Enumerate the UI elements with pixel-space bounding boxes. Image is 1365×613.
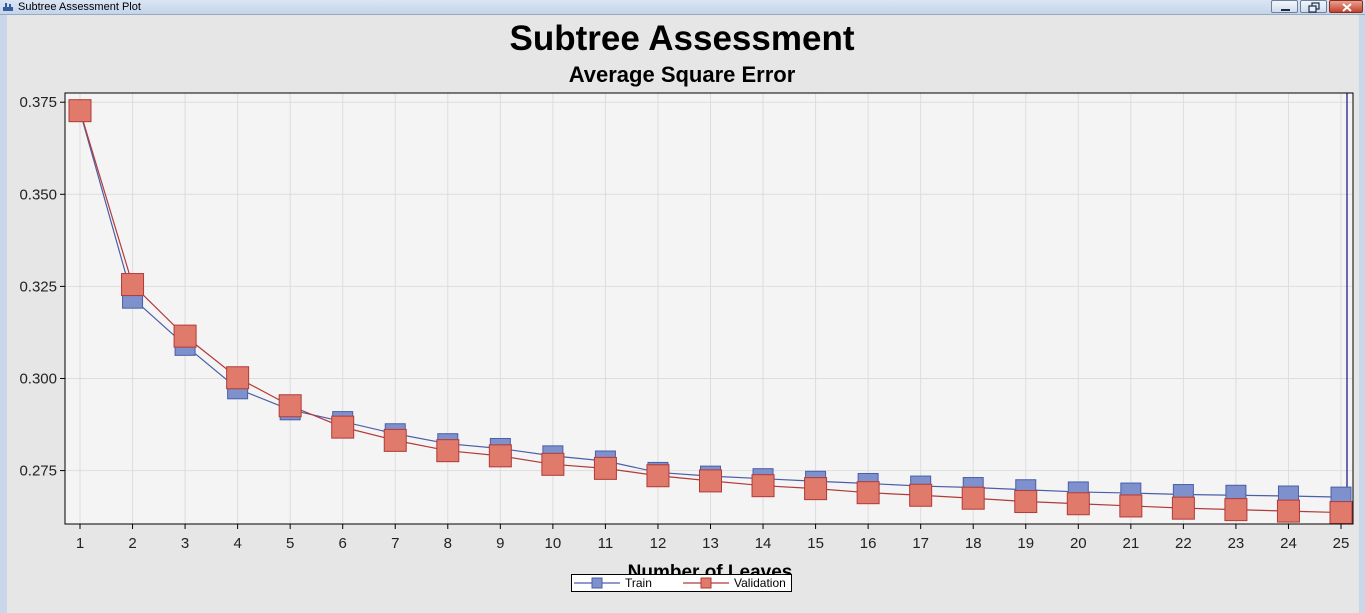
x-tick-label: 13 [702,535,719,552]
plot-area [64,92,1354,525]
validation-point[interactable] [1224,498,1248,522]
validation-point[interactable] [1066,492,1090,516]
validation-point[interactable] [646,464,670,488]
validation-point[interactable] [383,428,407,452]
x-tick-label: 24 [1280,535,1297,552]
validation-point[interactable] [226,366,250,390]
x-tick-label: 2 [128,535,136,552]
x-tick-label: 8 [444,535,452,552]
y-tick-label: 0.275 [19,463,57,480]
chart-legend: Train Validation [571,574,792,592]
x-tick-label: 25 [1333,535,1350,552]
chart-subtitle: Average Square Error [569,62,796,87]
legend-item-train: Train [574,575,679,591]
chart-title: Subtree Assessment [510,19,855,58]
x-tick-label: 19 [1017,535,1034,552]
close-icon [1342,3,1352,12]
restore-button[interactable] [1300,0,1327,13]
validation-point[interactable] [121,273,145,297]
legend-swatch-train [574,577,620,589]
x-tick-label: 10 [545,535,562,552]
x-tick-label: 12 [650,535,667,552]
validation-point[interactable] [436,439,460,463]
y-tick-label: 0.350 [19,186,57,203]
validation-point[interactable] [961,486,985,510]
validation-point[interactable] [68,99,92,123]
validation-point[interactable] [1171,496,1195,520]
minimize-icon [1281,9,1290,11]
y-tick-label: 0.300 [19,370,57,387]
validation-point[interactable] [488,444,512,468]
y-axis: 0.275 0.300 0.325 0.350 0.375 [19,94,65,480]
validation-point[interactable] [278,394,302,418]
series-layer [68,99,1353,525]
x-tick-label: 22 [1175,535,1192,552]
x-tick-label: 14 [755,535,772,552]
minimize-button[interactable] [1271,0,1298,13]
validation-point[interactable] [173,324,197,348]
validation-point[interactable] [1119,494,1143,518]
window-titlebar: Subtree Assessment Plot [0,0,1365,15]
legend-label-validation: Validation [734,576,786,590]
x-tick-label: 4 [233,535,241,552]
x-tick-label: 9 [496,535,504,552]
legend-swatch-validation [683,577,729,589]
validation-point[interactable] [593,456,617,480]
x-axis: 1 2 3 4 5 6 7 8 9 10 11 12 13 14 15 16 17 18 19 20 21 22 23 24 2… [76,524,1350,552]
plot-border [64,92,1354,525]
y-tick-label: 0.375 [19,94,57,111]
validation-point[interactable] [751,474,775,498]
validation-point[interactable] [331,415,355,439]
y-tick-label: 0.325 [19,278,57,295]
x-tick-label: 6 [339,535,347,552]
validation-point[interactable] [1329,501,1353,525]
close-button[interactable] [1329,0,1363,13]
validation-point[interactable] [1276,499,1300,523]
validation-point[interactable] [804,477,828,501]
x-tick-label: 15 [807,535,824,552]
x-tick-label: 11 [598,535,614,552]
app-icon [3,3,13,11]
restore-icon [1308,2,1320,13]
x-tick-label: 20 [1070,535,1087,552]
validation-point[interactable] [909,483,933,507]
x-tick-label: 1 [76,535,84,552]
x-tick-label: 18 [965,535,982,552]
window-frame-right [1359,15,1365,613]
legend-item-validation: Validation [683,575,788,591]
plot-panel: Subtree Assessment Average Square Error … [7,15,1359,613]
legend-label-train: Train [625,576,652,590]
validation-point[interactable] [856,481,880,505]
x-tick-label: 23 [1228,535,1245,552]
x-tick-label: 5 [286,535,294,552]
window-frame-left [0,15,7,613]
x-tick-label: 16 [860,535,877,552]
x-tick-label: 21 [1122,535,1139,552]
x-tick-label: 3 [181,535,189,552]
validation-point[interactable] [1014,490,1038,514]
validation-point[interactable] [699,469,722,493]
validation-point[interactable] [541,452,565,476]
subtree-assessment-chart: Subtree Assessment Average Square Error … [19,19,1354,583]
x-tick-label: 17 [912,535,929,552]
x-tick-label: 7 [391,535,399,552]
window-title: Subtree Assessment Plot [18,1,141,13]
